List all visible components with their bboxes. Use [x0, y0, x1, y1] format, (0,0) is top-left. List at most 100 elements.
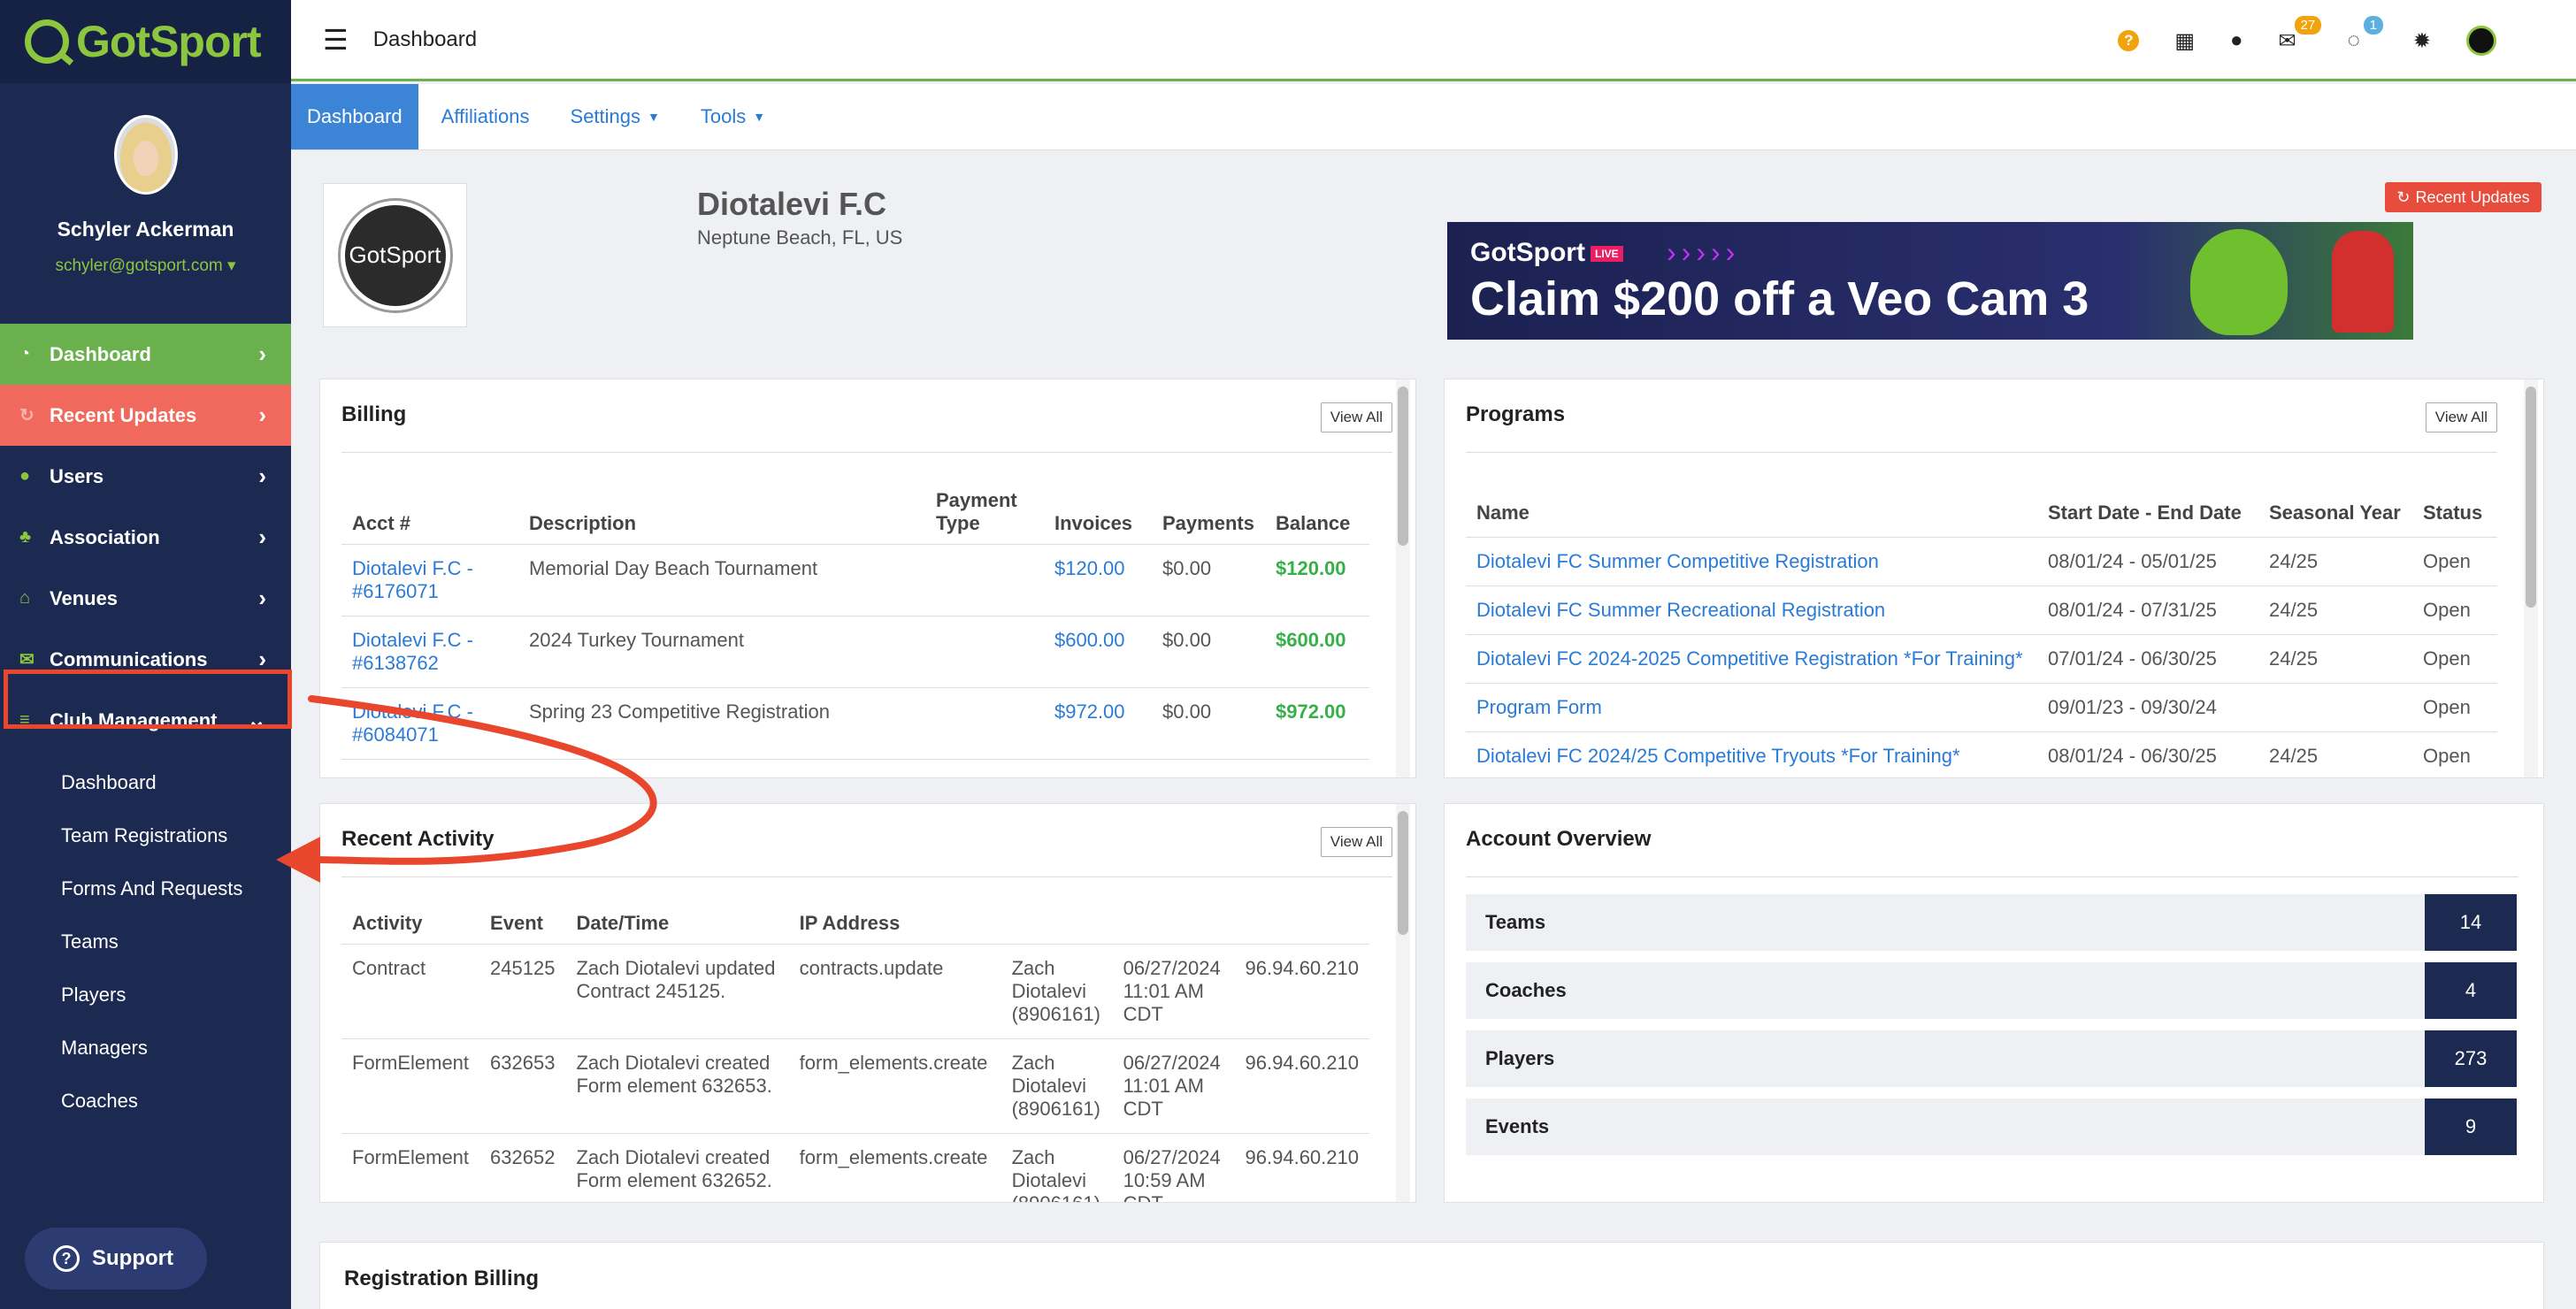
description-cell: Spring 23 Competitive Registration: [518, 687, 925, 760]
scrollbar[interactable]: [1396, 804, 1410, 1202]
qr-code-icon[interactable]: ▦: [2174, 28, 2196, 53]
refresh-icon: ↻: [19, 406, 34, 425]
chat-icon[interactable]: ◌ 1: [2348, 16, 2383, 53]
event-cell: 245125: [479, 944, 566, 1039]
datetime-cell: 06/27/2024 11:01 AM CDT: [1112, 1038, 1235, 1134]
status-cell: Open: [2412, 586, 2497, 635]
account-link[interactable]: Diotalevi F.C - #6176071: [352, 557, 473, 602]
submenu-item-forms-and-requests[interactable]: Forms And Requests: [61, 877, 243, 899]
club-location: Neptune Beach, FL, US: [697, 226, 903, 249]
submenu-item-players[interactable]: Players: [61, 984, 126, 1006]
submenu-item-coaches[interactable]: Coaches: [61, 1090, 138, 1112]
tab-dashboard[interactable]: Dashboard: [291, 84, 418, 149]
tab-settings[interactable]: Settings ▼: [555, 84, 676, 149]
divider: [341, 876, 1392, 877]
sidebar-item-communications[interactable]: ✉ Communications ›: [0, 629, 291, 690]
account-link[interactable]: Diotalevi F.C - #6138762: [352, 629, 473, 674]
page-title: Dashboard: [372, 27, 478, 51]
list-icon: ≡: [19, 710, 30, 730]
card-title: Programs: [1466, 402, 1566, 426]
scrollbar-thumb[interactable]: [1398, 387, 1408, 546]
activity-cell: Contract: [341, 944, 480, 1039]
sidebar-item-users[interactable]: ● Users ›: [0, 446, 291, 507]
scrollbar-thumb[interactable]: [1398, 811, 1408, 935]
promo-banner[interactable]: GotSport LIVE ››››› Claim $200 off a Veo …: [1447, 222, 2413, 340]
overview-label: Coaches: [1485, 979, 1567, 1001]
support-button[interactable]: ? Support: [25, 1228, 207, 1290]
program-link[interactable]: Program Form: [1476, 696, 1602, 718]
view-all-button[interactable]: View All: [1320, 827, 1392, 857]
program-link[interactable]: Diotalevi FC Summer Competitive Registra…: [1476, 550, 1879, 572]
overview-count: 9: [2425, 1098, 2517, 1155]
overview-row-players[interactable]: Players 273: [1466, 1030, 2517, 1087]
mail-icon[interactable]: ✉ 27: [2279, 15, 2322, 54]
chevron-right-icon: ›: [258, 341, 266, 367]
overview-label: Players: [1485, 1047, 1555, 1069]
column-header: Balance: [1265, 489, 1369, 545]
overview-row-events[interactable]: Events 9: [1466, 1098, 2517, 1155]
table-header: Acct # Description Payment Type Invoices…: [341, 489, 1369, 545]
sidebar-item-label: Venues: [50, 586, 119, 609]
account-link[interactable]: Diotalevi F.C - #6084071: [352, 700, 473, 746]
table-row: Diotalevi F.C - #6176071 Memorial Day Be…: [341, 544, 1369, 616]
question-icon: ?: [53, 1245, 80, 1272]
overview-row-teams[interactable]: Teams 14: [1466, 894, 2517, 951]
scrollbar-thumb[interactable]: [2526, 387, 2536, 608]
user-cell: Zach Diotalevi (8906161): [1000, 1038, 1113, 1134]
card-title: Recent Activity: [341, 827, 494, 851]
tab-affiliations[interactable]: Affiliations: [426, 84, 546, 149]
avatar[interactable]: [113, 115, 178, 195]
program-link[interactable]: Diotalevi FC Summer Recreational Registr…: [1476, 599, 1886, 621]
sidebar-item-label: Recent Updates: [50, 403, 197, 426]
table-row: Diotalevi FC 2024/25 Competitive Tryouts…: [1466, 731, 2497, 777]
scrollbar[interactable]: [1396, 379, 1410, 777]
scrollbar[interactable]: [2524, 379, 2538, 777]
user-email-dropdown[interactable]: schyler@gotsport.com ▾: [55, 256, 236, 275]
table-row: Diotalevi FC 2024-2025 Competitive Regis…: [1466, 634, 2497, 684]
home-icon: ⌂: [19, 588, 31, 608]
view-all-button[interactable]: View All: [1320, 402, 1392, 433]
invoice-link[interactable]: $972.00: [1054, 700, 1125, 723]
overview-count: 4: [2425, 962, 2517, 1019]
table-row: Diotalevi FC Summer Competitive Registra…: [1466, 537, 2497, 586]
invoice-link[interactable]: $600.00: [1054, 629, 1125, 651]
program-link[interactable]: Diotalevi FC 2024/25 Competitive Tryouts…: [1476, 745, 1960, 767]
sidebar-item-label: Users: [50, 464, 104, 487]
chevron-right-icon: ›: [258, 646, 266, 672]
tab-label: Tools: [700, 105, 747, 127]
comments-icon: ✉: [19, 650, 34, 670]
recent-updates-button[interactable]: ↻ Recent Updates: [2385, 182, 2542, 212]
year-cell: 24/25: [2258, 537, 2412, 586]
description-cell: 2024 Turkey Tournament: [518, 616, 925, 688]
table-row: Contract 245125 Zach Diotalevi updated C…: [341, 944, 1369, 1039]
column-header: Seasonal Year: [2258, 489, 2412, 538]
sidebar-item-association[interactable]: ♣ Association ›: [0, 507, 291, 568]
tab-tools[interactable]: Tools ▼: [685, 84, 781, 149]
activity-cell: FormElement: [341, 1038, 480, 1134]
refresh-icon: ↻: [2396, 188, 2411, 206]
view-all-button[interactable]: View All: [2425, 402, 2497, 433]
invoice-link[interactable]: $120.00: [1054, 557, 1125, 579]
sidebar: GotSport Schyler Ackerman schyler@gotspo…: [0, 0, 291, 1309]
sidebar-item-dashboard[interactable]: ◔ Dashboard ›: [0, 324, 291, 385]
help-icon[interactable]: ?: [2118, 30, 2140, 51]
tab-label: Dashboard: [307, 105, 402, 127]
balance-cell: $972.00: [1265, 687, 1369, 760]
overview-row-coaches[interactable]: Coaches 4: [1466, 962, 2517, 1019]
overview-count: 273: [2425, 1030, 2517, 1087]
submenu-item-team-registrations[interactable]: Team Registrations: [61, 824, 228, 846]
hamburger-menu-icon[interactable]: ☰: [323, 23, 349, 56]
user-icon[interactable]: ●: [2230, 28, 2243, 52]
sidebar-item-venues[interactable]: ⌂ Venues ›: [0, 568, 291, 629]
gear-icon[interactable]: ✹: [2412, 28, 2431, 53]
account-avatar[interactable]: [2466, 26, 2496, 56]
programs-card: Programs View All Name Start Date - End …: [1444, 379, 2544, 778]
overview-count: 14: [2425, 894, 2517, 951]
gotsport-logo[interactable]: GotSport: [0, 0, 291, 83]
submenu-item-teams[interactable]: Teams: [61, 930, 119, 953]
sidebar-item-recent-updates[interactable]: ↻ Recent Updates ›: [0, 385, 291, 446]
highlight-box: [4, 670, 292, 729]
submenu-item-dashboard[interactable]: Dashboard: [61, 771, 157, 793]
program-link[interactable]: Diotalevi FC 2024-2025 Competitive Regis…: [1476, 647, 2023, 670]
submenu-item-managers[interactable]: Managers: [61, 1037, 148, 1059]
